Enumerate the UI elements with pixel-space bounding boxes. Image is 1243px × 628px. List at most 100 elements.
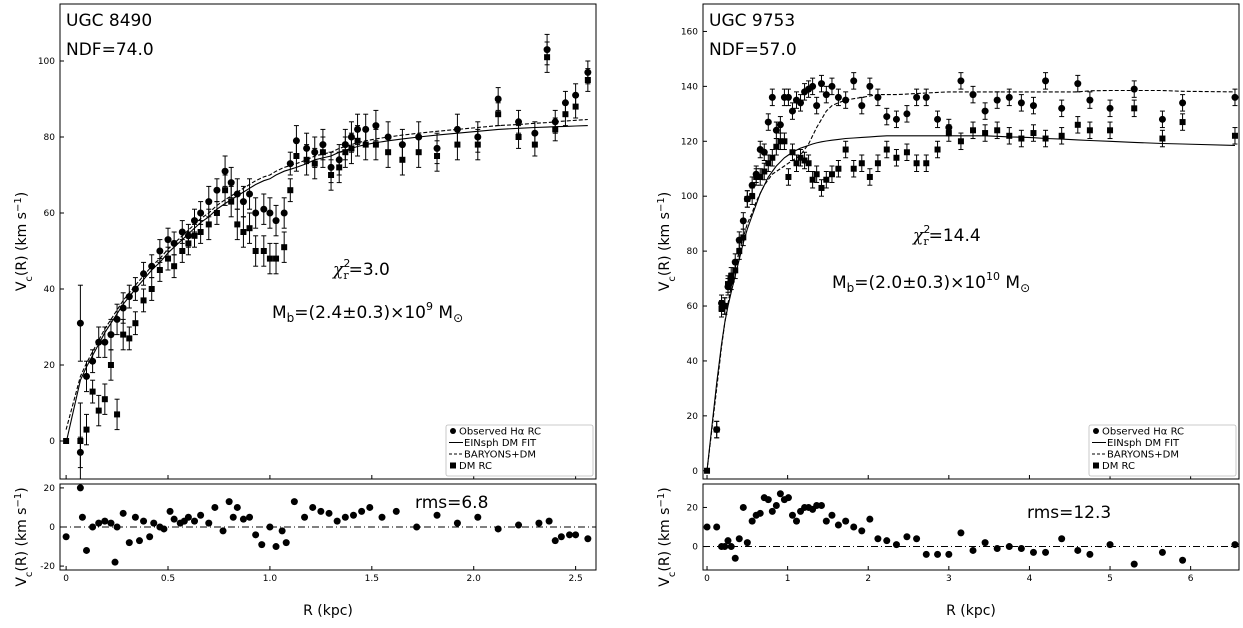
observed-point bbox=[842, 96, 850, 104]
residual-point bbox=[572, 531, 580, 539]
ndf-label: NDF=57.0 bbox=[709, 40, 797, 60]
observed-point bbox=[1158, 115, 1166, 123]
residual-point bbox=[1029, 548, 1037, 556]
dm-rc-point bbox=[205, 221, 212, 228]
res-y-tick-label: 0 bbox=[49, 523, 55, 533]
legend-item-label: BARYONS+DM bbox=[464, 450, 536, 461]
observed-point bbox=[727, 277, 735, 285]
observed-point bbox=[233, 190, 241, 198]
legend-box bbox=[445, 424, 594, 477]
baryonic-mass-annotation: Mb=(2.0±0.3)×1010 M⊙ bbox=[832, 270, 1030, 295]
dm-rc-point bbox=[495, 111, 502, 118]
observed-point bbox=[372, 122, 380, 130]
legend-box bbox=[1088, 424, 1237, 477]
residual-point bbox=[278, 527, 286, 535]
observed-point bbox=[1106, 104, 1114, 112]
y-tick-label: 80 bbox=[44, 133, 56, 143]
residual-point bbox=[413, 523, 421, 531]
observed-point bbox=[319, 141, 327, 149]
residual-point bbox=[557, 533, 565, 541]
dm-rc-point bbox=[114, 411, 121, 418]
dm-rc-point bbox=[171, 263, 178, 270]
dm-rc-point bbox=[179, 248, 186, 254]
residual-point bbox=[934, 550, 942, 558]
residual-point bbox=[515, 521, 523, 529]
residual-point bbox=[239, 515, 247, 523]
residual-point bbox=[233, 503, 241, 511]
residual-point bbox=[735, 535, 743, 543]
residual-point bbox=[822, 517, 830, 525]
observed-point bbox=[913, 93, 921, 101]
dm-rc-point bbox=[858, 160, 865, 167]
observed-point bbox=[286, 160, 294, 168]
residual-point bbox=[1106, 541, 1114, 549]
dm-rc-point bbox=[893, 154, 900, 161]
observed-point bbox=[1005, 93, 1013, 101]
dm-rc-point bbox=[228, 198, 235, 205]
dm-rc-point bbox=[809, 176, 816, 183]
residual-point bbox=[768, 507, 776, 515]
main-plot-frame bbox=[702, 3, 1240, 480]
dm-rc-point bbox=[842, 146, 849, 153]
dm-rc-point bbox=[83, 426, 90, 433]
residual-point bbox=[258, 541, 266, 549]
dm-rc-point bbox=[156, 267, 163, 273]
dm-rc-point bbox=[850, 165, 857, 172]
observed-point bbox=[76, 319, 84, 327]
observed-point bbox=[1179, 99, 1187, 107]
residual-point bbox=[748, 517, 756, 525]
observed-point bbox=[1058, 104, 1066, 112]
residual-point bbox=[125, 539, 133, 547]
observed-point bbox=[266, 209, 274, 217]
observed-point bbox=[156, 247, 164, 255]
observed-point bbox=[95, 338, 103, 346]
dm-rc-point bbox=[515, 134, 522, 140]
dm-rc-point bbox=[777, 138, 784, 145]
eins-fit-curve bbox=[706, 135, 1236, 471]
residual-point bbox=[703, 523, 711, 531]
dm-rc-point bbox=[197, 229, 204, 235]
residual-point bbox=[866, 515, 874, 523]
residual-point bbox=[834, 521, 842, 529]
dm-rc-point bbox=[266, 255, 273, 262]
residual-point bbox=[191, 517, 199, 525]
dm-rc-point bbox=[818, 184, 825, 191]
observed-point bbox=[957, 77, 965, 85]
observed-point bbox=[227, 179, 235, 187]
dm-rc-point bbox=[923, 160, 930, 167]
res-y-tick-label: 20 bbox=[44, 484, 56, 494]
residual-point bbox=[113, 523, 121, 531]
dm-rc-point bbox=[234, 221, 241, 228]
x-tick-label: 2.5 bbox=[568, 574, 582, 584]
observed-point bbox=[170, 239, 178, 247]
dm-rc-point bbox=[89, 388, 96, 395]
dm-rc-point bbox=[213, 210, 220, 216]
observed-point bbox=[347, 133, 355, 141]
y-tick-label: 60 bbox=[687, 302, 699, 312]
residual-point bbox=[731, 554, 739, 562]
y-tick-label: 60 bbox=[44, 209, 56, 219]
residual-point bbox=[1179, 556, 1187, 564]
observed-point bbox=[453, 125, 461, 133]
residual-point bbox=[981, 539, 989, 547]
residual-point bbox=[566, 531, 574, 539]
dm-rc-point bbox=[769, 154, 776, 161]
observed-point bbox=[772, 126, 780, 134]
dm-rc-point bbox=[1042, 135, 1049, 142]
observed-point bbox=[303, 144, 311, 152]
x-tick-label: 5 bbox=[1107, 574, 1113, 584]
dm-rc-point bbox=[736, 248, 743, 255]
x-tick-label: 1.5 bbox=[365, 574, 379, 584]
legend-item-label: EINsph DM FIT bbox=[1107, 438, 1180, 449]
residual-point bbox=[366, 503, 374, 511]
observed-point bbox=[89, 357, 97, 365]
x-tick-label: 0.5 bbox=[161, 574, 175, 584]
dm-rc-point bbox=[1074, 121, 1081, 128]
dm-rc-point bbox=[957, 138, 964, 145]
residual-point bbox=[1130, 560, 1138, 568]
res-y-tick-label: 20 bbox=[687, 503, 699, 513]
residual-point bbox=[721, 543, 729, 551]
rms-label: rms=12.3 bbox=[1027, 503, 1111, 523]
dm-rc-point bbox=[165, 255, 172, 262]
residual-point bbox=[95, 519, 103, 527]
